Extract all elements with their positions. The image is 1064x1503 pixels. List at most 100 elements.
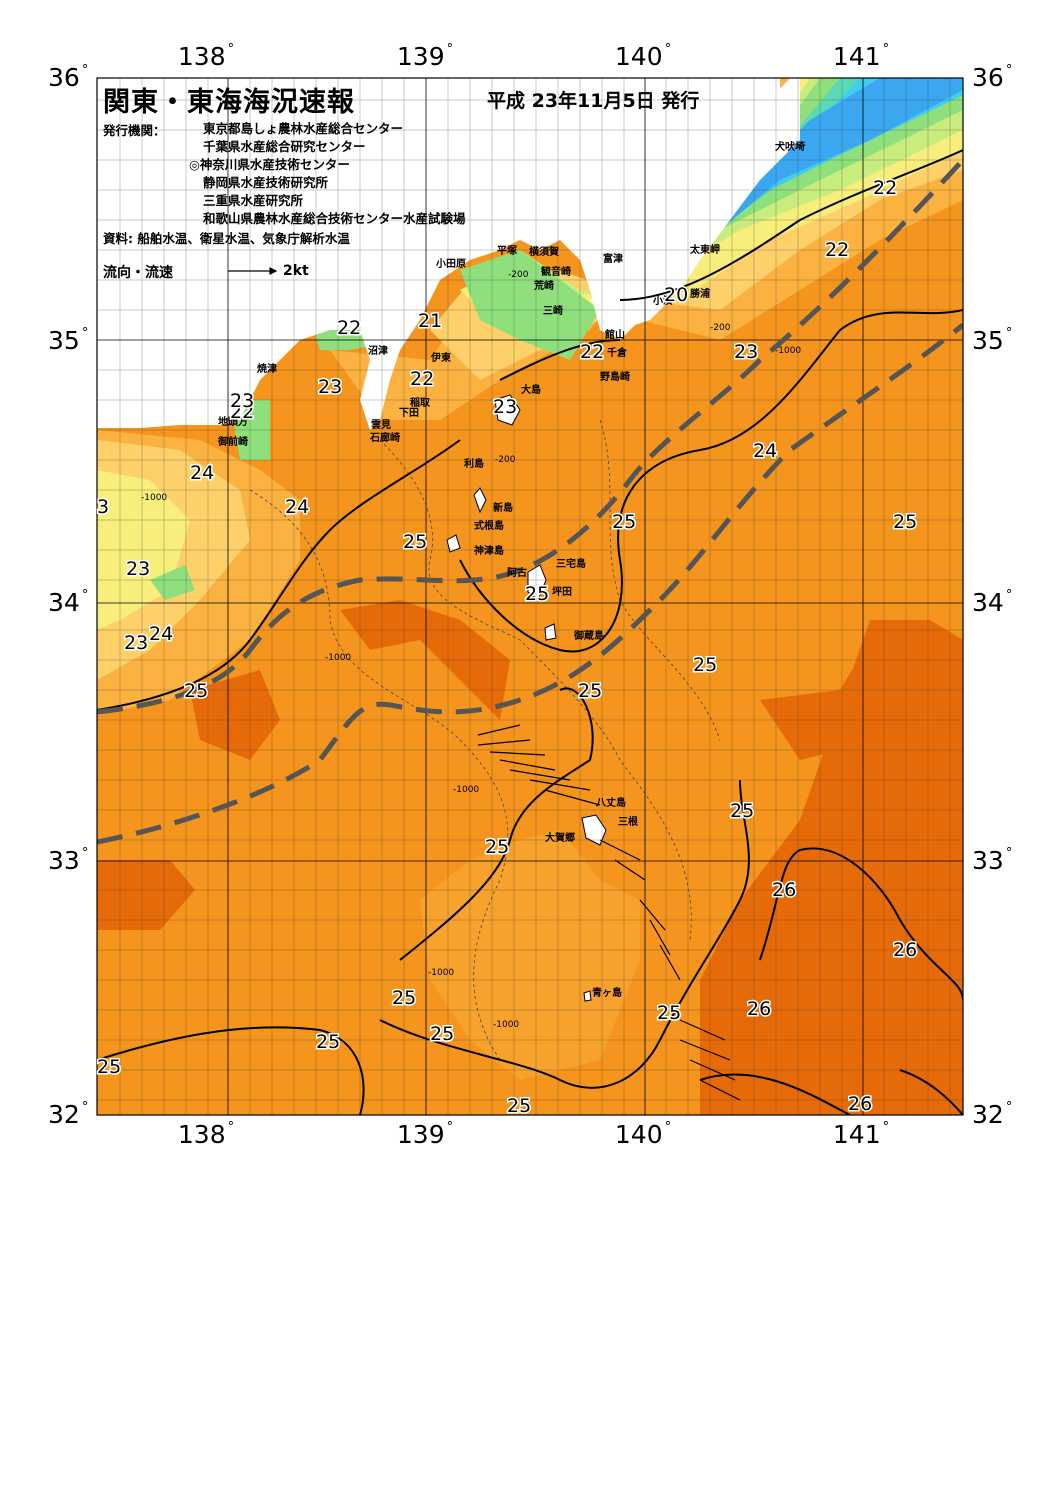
isotherm-label: 22 (230, 401, 254, 423)
isotherm-label: 25 (730, 800, 754, 822)
sea-area-green-patch (150, 565, 195, 600)
place-label: 御前崎 (217, 435, 248, 448)
publisher-item: 千葉県水産総合研究センター (203, 139, 366, 154)
isotherm-label: 21 (418, 310, 442, 332)
place-label: 観音崎 (541, 265, 571, 278)
publisher-item: 三重県水産研究所 (203, 193, 304, 208)
isotherm-label: 20 (664, 284, 688, 306)
place-label: 千倉 (607, 346, 628, 359)
isotherm-label: 23 (318, 376, 342, 398)
island-miyakejima (527, 564, 547, 601)
island-kozushima (446, 534, 461, 553)
place-label: 神津島 (474, 544, 504, 557)
island-niijima (473, 487, 487, 514)
place-label: 地頭方 (218, 415, 248, 428)
depth-label: -200 (495, 455, 516, 465)
depth-label: -1000 (493, 1020, 519, 1030)
place-label: 大島 (521, 383, 541, 396)
place-labels: 犬吠埼 太東岬 勝浦 小湊 館山 千倉 野島崎 富津 横須賀 観音崎 荒崎 三崎… (217, 140, 805, 999)
isotherm-label: 25 (693, 654, 717, 676)
place-label: 八丈島 (595, 796, 626, 809)
isotherm-label: 26 (747, 998, 771, 1020)
isotherm-labels: 20 21 22 22 22 22 22 22 23 23 23 23 23 2… (96, 176, 919, 1119)
isotherm-label: 23 (124, 632, 148, 654)
lat-label-right-33: 33 ° (972, 846, 1013, 875)
lat-label-left-36: 36 ° (48, 63, 89, 92)
isotherm-label: 25 (612, 511, 636, 533)
place-label: 伊東 (430, 351, 451, 364)
place-label: 沼津 (368, 344, 388, 357)
publisher-item: ◎神奈川県水産技術センター (189, 157, 350, 172)
island-mikurajima (544, 623, 557, 641)
place-label: 小湊 (652, 294, 674, 307)
sea-area-warm-west (190, 670, 280, 760)
publisher-item: 和歌山県農林水産総合技術センター水産試験場 (203, 211, 466, 226)
sea-area-warm-southwest (97, 860, 195, 930)
map-title: 関東・東海海況速報 (103, 87, 355, 118)
isotherm-label: 24 (149, 623, 173, 645)
place-label: 新島 (493, 501, 513, 514)
land-honshu (97, 78, 780, 430)
isotherm-label: 22 (825, 239, 849, 261)
sea-area-cold-north (720, 78, 963, 230)
isotherm-label: 25 (578, 680, 602, 702)
depth-label: -200 (710, 323, 731, 333)
island-hachijojima (581, 814, 607, 846)
isotherm-label: 25 (184, 680, 208, 702)
lon-label-top-140: 140 ° (614, 42, 672, 71)
lon-label-bottom-141: 141 ° (832, 1120, 890, 1149)
place-label: 太東岬 (689, 243, 720, 256)
isotherm-label: 26 (893, 939, 917, 961)
place-label: 横須賀 (529, 245, 559, 258)
place-label: 富津 (603, 252, 623, 265)
lat-label-left-35: 35 ° (48, 326, 89, 355)
publisher-item: 静岡県水産技術研究所 (203, 175, 329, 190)
depth-label: -1000 (141, 493, 167, 503)
place-label: 大賀郷 (545, 831, 575, 844)
place-label: 野島崎 (600, 370, 630, 383)
isotherm-label: 25 (97, 1056, 121, 1078)
current-legend-label: 流向・流速 (103, 265, 173, 281)
place-label: 勝浦 (690, 287, 710, 300)
depth-label: -200 (508, 270, 529, 280)
depth-label: -1000 (775, 346, 801, 356)
lat-label-left-34: 34 ° (48, 588, 89, 617)
place-label: 館山 (604, 328, 625, 341)
lat-label-left-32: 32 ° (48, 1100, 89, 1129)
place-label: 小田原 (435, 257, 466, 270)
kuroshio-axis (97, 158, 963, 845)
data-source: 資料: 船舶水温、衛星水温、気象庁解析水温 (103, 231, 350, 246)
place-label: 石廊崎 (369, 431, 400, 444)
place-label: 三根 (618, 815, 638, 828)
place-label: 御蔵島 (573, 629, 604, 642)
isotherm-label: 3 (97, 496, 109, 518)
current-legend-unit: 2kt (283, 263, 309, 279)
depth-label: -1000 (453, 785, 479, 795)
isotherm-label: 25 (893, 511, 917, 533)
isotherm-label: 25 (403, 531, 427, 553)
isotherm-contours (97, 149, 963, 1115)
lon-label-bottom-139: 139 ° (396, 1120, 454, 1149)
place-label: 平塚 (497, 244, 517, 257)
sea-area-cooler-south (420, 830, 640, 1080)
place-label: 青ヶ島 (592, 986, 622, 999)
sea-area-warm-northeast-patch (760, 640, 963, 760)
depth-label: -1000 (325, 653, 351, 663)
publisher-item: 東京都島しょ農林水産総合センター (203, 121, 404, 136)
isotherm-label: 25 (485, 836, 509, 858)
isotherm-label: 26 (848, 1093, 872, 1115)
place-label: 坪田 (552, 585, 572, 598)
lat-label-right-35: 35 ° (972, 326, 1013, 355)
map-frame (96, 77, 964, 1116)
isotherm-label: 25 (430, 1023, 454, 1045)
lat-lon-grid (97, 78, 963, 1115)
place-label: 稲取 (410, 396, 431, 409)
issue-date: 平成 23年11月5日 発行 (487, 90, 700, 112)
place-label: 焼津 (257, 362, 277, 375)
lon-label-top-138: 138 ° (177, 42, 235, 71)
land-boso (590, 78, 800, 330)
place-label: 下田 (399, 407, 419, 419)
legend-arrow-icon (228, 267, 278, 275)
isotherm-label: 22 (337, 317, 361, 339)
